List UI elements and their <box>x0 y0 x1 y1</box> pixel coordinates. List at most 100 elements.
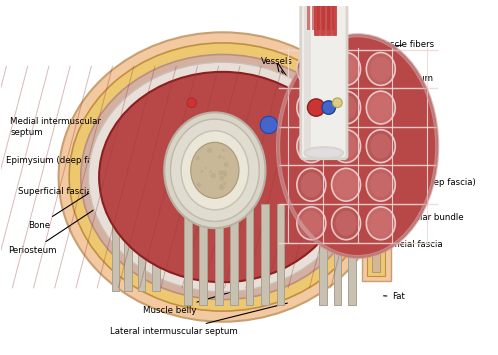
Bar <box>312 0 315 31</box>
Ellipse shape <box>336 133 357 159</box>
Ellipse shape <box>367 207 395 240</box>
Text: Skin: Skin <box>374 271 392 280</box>
Ellipse shape <box>278 35 437 257</box>
Ellipse shape <box>170 119 259 222</box>
Ellipse shape <box>370 211 391 236</box>
Bar <box>124 175 132 291</box>
Ellipse shape <box>367 130 395 163</box>
Bar <box>348 190 356 305</box>
Circle shape <box>224 174 227 176</box>
Circle shape <box>322 101 336 114</box>
Ellipse shape <box>301 211 322 236</box>
Bar <box>112 175 120 291</box>
Bar <box>326 0 331 35</box>
Bar <box>276 204 284 305</box>
Circle shape <box>260 116 277 133</box>
Bar <box>230 204 238 305</box>
Circle shape <box>224 162 229 167</box>
Ellipse shape <box>370 133 391 159</box>
Bar <box>363 88 391 281</box>
Bar <box>307 0 310 31</box>
Ellipse shape <box>301 172 322 197</box>
Circle shape <box>218 155 222 158</box>
Ellipse shape <box>332 207 361 240</box>
Ellipse shape <box>305 147 343 159</box>
Ellipse shape <box>336 172 357 197</box>
Ellipse shape <box>297 130 326 163</box>
Text: Periosteum: Periosteum <box>8 163 164 255</box>
Text: Perimysium: Perimysium <box>377 109 427 118</box>
Circle shape <box>204 167 207 169</box>
Bar <box>372 98 380 272</box>
Text: Neurovascular bundle: Neurovascular bundle <box>368 207 464 222</box>
Ellipse shape <box>191 142 239 198</box>
Ellipse shape <box>297 168 326 201</box>
Circle shape <box>279 129 291 140</box>
Ellipse shape <box>370 172 391 197</box>
Bar <box>319 190 327 305</box>
Ellipse shape <box>301 95 322 120</box>
Circle shape <box>283 140 297 153</box>
Bar <box>304 0 311 156</box>
Ellipse shape <box>301 56 322 82</box>
Circle shape <box>209 170 212 173</box>
Circle shape <box>333 98 342 108</box>
Bar <box>215 204 223 305</box>
Ellipse shape <box>89 62 357 292</box>
Bar <box>314 0 319 35</box>
Text: Vessels: Vessels <box>260 57 298 105</box>
Bar <box>199 204 207 305</box>
Text: Superficial fascia: Superficial fascia <box>18 185 147 196</box>
Ellipse shape <box>336 56 357 82</box>
Ellipse shape <box>332 130 361 163</box>
Ellipse shape <box>332 91 361 124</box>
Circle shape <box>222 170 227 175</box>
Bar <box>317 0 320 31</box>
Circle shape <box>210 173 216 179</box>
Bar <box>137 175 145 291</box>
Ellipse shape <box>59 32 386 322</box>
Ellipse shape <box>69 43 376 311</box>
Ellipse shape <box>370 95 391 120</box>
Circle shape <box>207 148 213 153</box>
Circle shape <box>219 185 225 190</box>
Text: Muscle belly: Muscle belly <box>377 144 430 154</box>
Bar <box>320 0 325 35</box>
FancyBboxPatch shape <box>301 0 347 159</box>
Circle shape <box>219 176 225 181</box>
Bar <box>368 93 384 277</box>
Circle shape <box>222 149 225 152</box>
Bar <box>184 204 192 305</box>
Ellipse shape <box>367 53 395 85</box>
Bar <box>348 197 358 218</box>
Bar <box>332 0 335 31</box>
Ellipse shape <box>297 207 326 240</box>
Text: Bone: Bone <box>28 143 167 230</box>
Ellipse shape <box>297 53 326 85</box>
Bar <box>327 0 330 31</box>
Ellipse shape <box>164 113 265 228</box>
Ellipse shape <box>332 53 361 85</box>
Ellipse shape <box>181 131 249 210</box>
Bar <box>348 175 358 196</box>
Circle shape <box>218 170 223 175</box>
Circle shape <box>187 98 197 108</box>
Bar <box>322 0 325 31</box>
Text: Muscle belly: Muscle belly <box>143 287 249 315</box>
Ellipse shape <box>336 211 357 236</box>
Ellipse shape <box>370 56 391 82</box>
Text: Epimysium (deep fascia): Epimysium (deep fascia) <box>5 156 150 165</box>
Ellipse shape <box>81 55 365 300</box>
Circle shape <box>196 156 200 160</box>
Ellipse shape <box>332 168 361 201</box>
Ellipse shape <box>297 91 326 124</box>
Ellipse shape <box>336 95 357 120</box>
Text: Fat: Fat <box>383 292 405 301</box>
Text: Medial intermuscular
septum: Medial intermuscular septum <box>10 117 260 137</box>
Text: Lateral intermuscular septum: Lateral intermuscular septum <box>111 303 287 336</box>
Bar <box>332 0 337 35</box>
Bar <box>334 190 341 305</box>
Circle shape <box>197 183 201 187</box>
Text: Endomysium: Endomysium <box>377 74 433 83</box>
Text: Superficial fascia: Superficial fascia <box>369 240 443 249</box>
